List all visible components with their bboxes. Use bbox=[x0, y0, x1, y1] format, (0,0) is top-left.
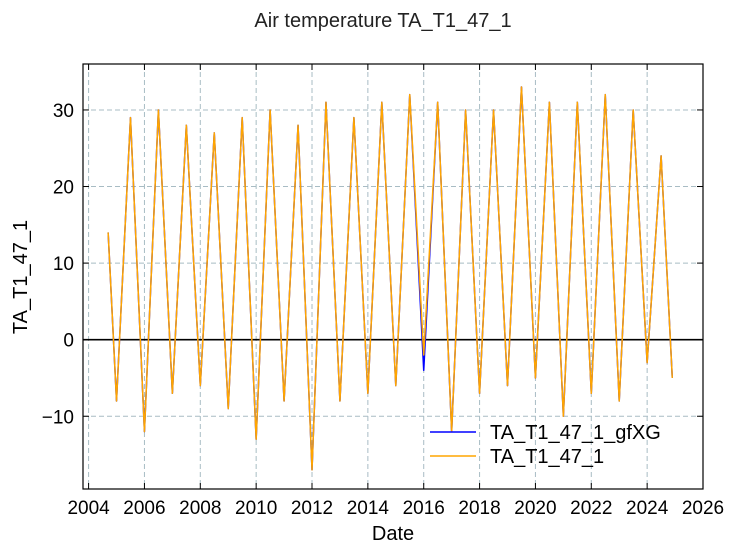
x-tick-label: 2022 bbox=[570, 498, 612, 519]
x-tick-label: 2006 bbox=[123, 498, 165, 519]
x-tick-label: 2012 bbox=[291, 498, 333, 519]
x-tick-label: 2016 bbox=[403, 498, 445, 519]
x-tick-label: 2010 bbox=[235, 498, 277, 519]
y-tick-label: 30 bbox=[53, 101, 74, 122]
x-tick-label: 2014 bbox=[347, 498, 390, 519]
x-tick-label: 2018 bbox=[458, 498, 500, 519]
y-tick-label: 10 bbox=[53, 254, 74, 275]
series-layer bbox=[107, 86, 674, 471]
tick-layer: 2004 2006 2008 2010 2012 2014 2016 2018 2020 2022… bbox=[42, 64, 724, 519]
legend-label-0: TA_T1_47_1_gfXG bbox=[490, 422, 661, 444]
chart-title: Air temperature TA_T1_47_1 bbox=[254, 10, 511, 32]
y-tick-label: 0 bbox=[63, 331, 74, 352]
x-tick-label: 2026 bbox=[682, 498, 724, 519]
x-axis-title: Date bbox=[372, 523, 414, 545]
x-tick-label: 2024 bbox=[626, 498, 669, 519]
y-axis-title: TA_T1_47_1 bbox=[10, 220, 32, 334]
y-tick-label: −10 bbox=[42, 407, 74, 428]
series-line-1 bbox=[107, 86, 674, 471]
x-tick-label: 2004 bbox=[67, 498, 110, 519]
x-tick-label: 2008 bbox=[179, 498, 221, 519]
x-tick-label: 2020 bbox=[514, 498, 556, 519]
plot-frame bbox=[82, 63, 704, 490]
y-tick-label: 20 bbox=[53, 178, 74, 199]
legend-label-1: TA_T1_47_1 bbox=[490, 446, 604, 468]
